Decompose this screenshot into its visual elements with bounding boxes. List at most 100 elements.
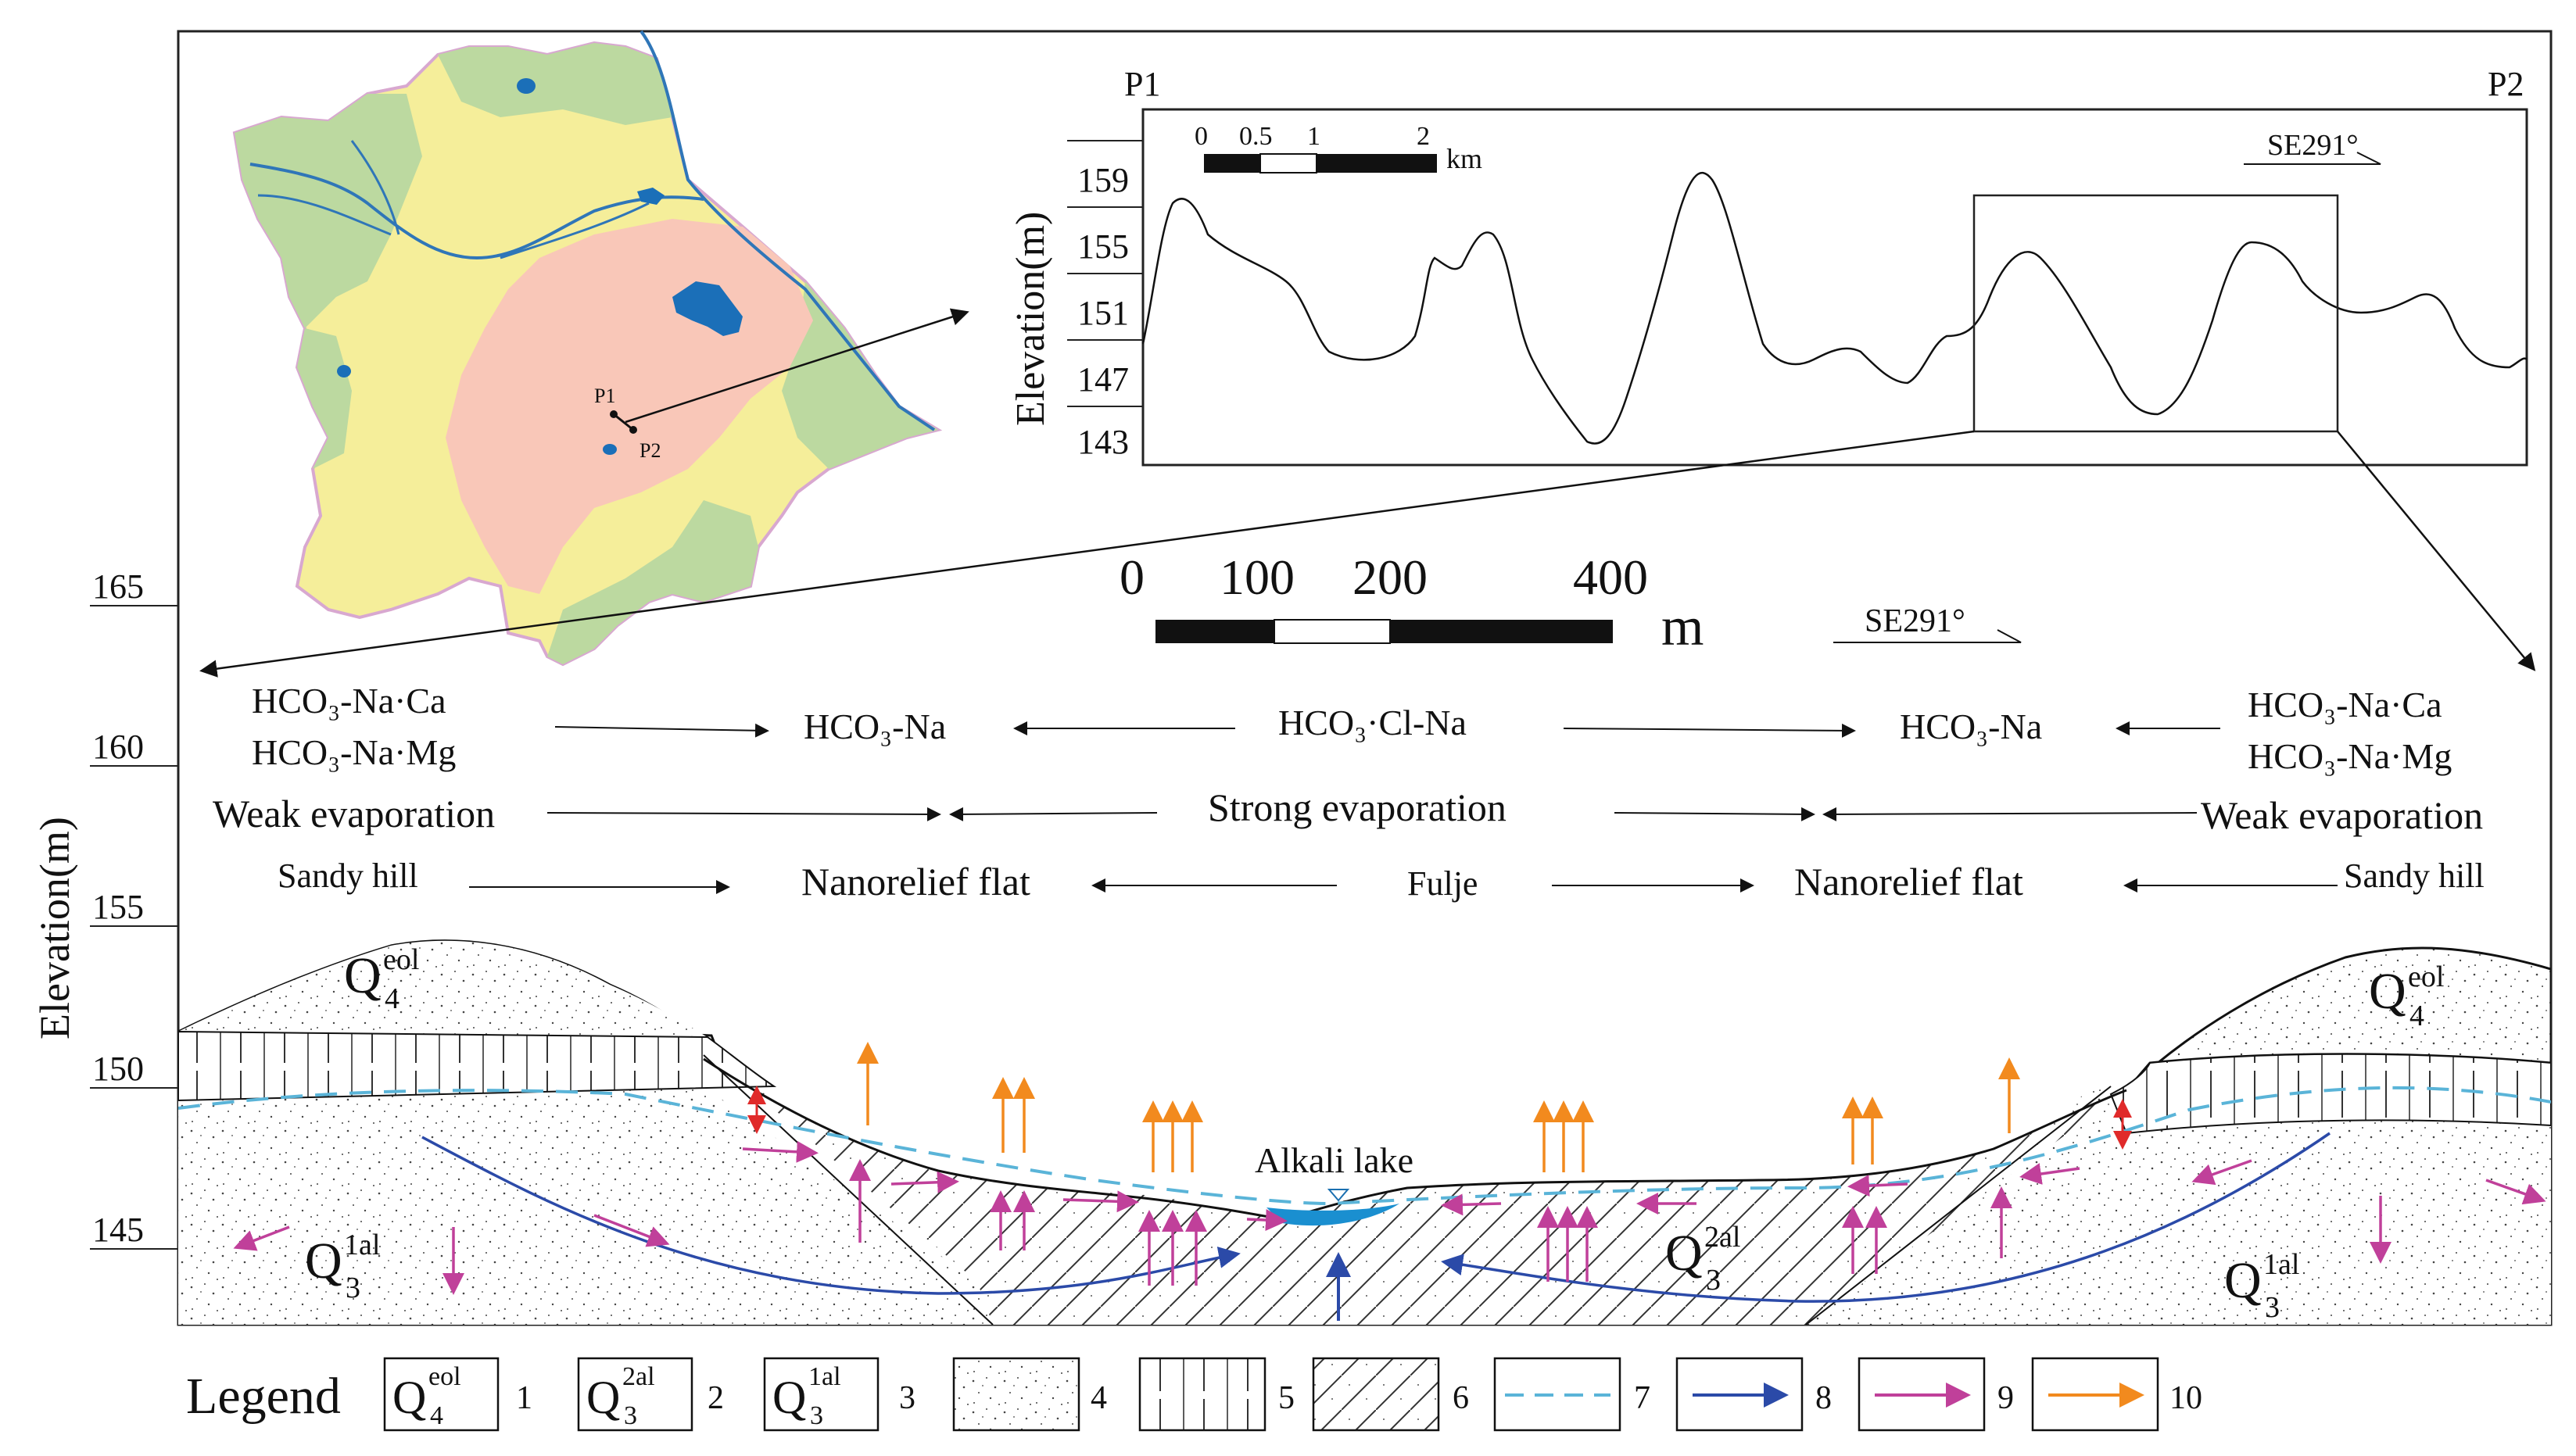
evaporation-row: Weak evaporation Strong evaporation Weak… xyxy=(213,785,2483,837)
unit-label-sub: 4 xyxy=(2409,1000,2424,1032)
legend-number-1: 1 xyxy=(516,1380,532,1416)
unit-label-q4-right: Q eol 4 xyxy=(2369,961,2444,1032)
legend-number-5: 5 xyxy=(1278,1380,1295,1416)
legend-box-3 xyxy=(763,1357,880,1432)
profile-tick-147: 147 xyxy=(1077,360,1129,399)
water-type-center-left: HCO₃-Na xyxy=(804,707,946,746)
unit-label-sup: 2al xyxy=(1704,1221,1740,1254)
landform-center: Fulje xyxy=(1407,864,1478,903)
water-type-left-2: HCO₃-Na·Mg xyxy=(252,732,456,772)
map-p2-point xyxy=(629,426,637,434)
map-lake-north xyxy=(517,78,536,94)
map-river-main xyxy=(249,163,704,260)
section-tick-165: 165 xyxy=(92,567,144,606)
local-flow-arrow xyxy=(742,1140,819,1163)
ground-surface xyxy=(703,1057,2127,1221)
section-scale-tick-400: 400 xyxy=(1573,549,1648,605)
profile-tick-151: 151 xyxy=(1077,294,1129,332)
local-flow-arrow xyxy=(2485,1179,2546,1205)
legend-number-8: 8 xyxy=(1815,1380,1832,1416)
legend-number-3: 3 xyxy=(899,1380,915,1416)
profile-scale-tick-1: 1 xyxy=(1307,122,1320,151)
cross-section xyxy=(178,939,2551,1325)
map-river-branch2 xyxy=(350,140,400,235)
evaporation-right: Weak evaporation xyxy=(2201,793,2483,837)
map-zone-green-west xyxy=(235,94,422,328)
unit-q4-eol-left-fill xyxy=(178,940,708,1037)
unit-label-sub: 3 xyxy=(1706,1264,1721,1297)
section-tick-155: 155 xyxy=(92,888,144,926)
regional-flow-left xyxy=(421,1136,1241,1295)
landform-center-right: Nanorelief flat xyxy=(1794,860,2023,903)
zoom-connector-right xyxy=(2337,431,2536,671)
legend-box-6 xyxy=(1312,1357,1440,1432)
map-lake-east xyxy=(637,188,665,205)
legend-number-6: 6 xyxy=(1453,1380,1469,1416)
section-direction-label: SE291° xyxy=(1865,603,1965,639)
unit-label-main: Q xyxy=(2224,1252,2262,1309)
landform-left: Sandy hill xyxy=(278,857,418,895)
profile-start-label: P1 xyxy=(1124,65,1160,103)
map-lake-central xyxy=(672,281,743,336)
legend-box-2-sup: 2al xyxy=(622,1362,655,1391)
unit-q3-2al xyxy=(719,1063,2126,1325)
map-river-branch1 xyxy=(257,194,392,236)
profile-tick-159: 159 xyxy=(1077,161,1129,199)
map-zone-green-south xyxy=(547,500,758,664)
legend-number-4: 4 xyxy=(1091,1380,1107,1416)
unit-vline-left xyxy=(178,1030,777,1102)
map-zone-green-sw xyxy=(297,328,352,469)
profile-scale-unit: km xyxy=(1446,143,1482,174)
local-flow-arrow xyxy=(2191,1159,2252,1186)
legend-box-2-sub: 3 xyxy=(624,1401,637,1430)
legend-box-3-sub: 3 xyxy=(810,1401,823,1430)
unit-label-main: Q xyxy=(305,1232,342,1290)
profile-scale-tick-0: 0 xyxy=(1195,122,1208,151)
map-lake-west xyxy=(337,365,351,377)
profile-scale-tick-2: 2 xyxy=(1417,122,1430,151)
unit-label-main: Q xyxy=(2369,963,2406,1020)
profile-scale-seg3 xyxy=(1317,154,1437,173)
legend-box-3-main: Q xyxy=(772,1372,806,1423)
section-tick-160: 160 xyxy=(92,728,144,766)
landform-row: Sandy hill Nanorelief flat Fulje Nanorel… xyxy=(278,857,2485,903)
legend-title: Legend xyxy=(186,1368,341,1425)
section-scale-tick-0: 0 xyxy=(1120,549,1145,605)
map-river-branch3 xyxy=(500,202,650,259)
map-lake-small xyxy=(603,444,617,455)
profile-direction-marker xyxy=(2244,152,2381,165)
map-p1-point xyxy=(610,410,618,418)
map-zone-green-east xyxy=(782,281,938,469)
unit-label-q3-2al: Q 2al 3 xyxy=(1665,1221,1740,1297)
profile-scale-tick-05: 0.5 xyxy=(1239,122,1273,151)
legend-number-2: 2 xyxy=(708,1380,724,1416)
elevation-profile: P1 P2 Elevation(m) 159 155 151 147 143 0… xyxy=(1009,65,2528,467)
evaporation-left: Weak evaporation xyxy=(213,792,495,835)
unit-label-q3-1al-left: Q 1al 3 xyxy=(305,1229,380,1304)
profile-tick-143: 143 xyxy=(1077,423,1129,461)
evap-arrow-4 xyxy=(1822,807,2198,821)
local-flow-arrow xyxy=(1246,1209,1288,1232)
unit-label-main: Q xyxy=(1665,1225,1703,1282)
water-arrow-3 xyxy=(1563,723,1856,738)
section-scale-seg1 xyxy=(1155,620,1274,643)
water-type-left-1: HCO₃-Na·Ca xyxy=(252,681,446,721)
unit-label-sup: eol xyxy=(383,943,419,976)
legend-box-2 xyxy=(577,1357,693,1432)
unit-label-q4-left: Q eol 4 xyxy=(344,943,419,1015)
map-profile-line xyxy=(613,413,634,431)
section-scale-seg3 xyxy=(1390,620,1613,643)
section-y-axis: Elevation(m) 165 160 155 150 145 xyxy=(31,567,178,1250)
alkali-lake xyxy=(1267,1204,1399,1226)
evap-arrow-3 xyxy=(1614,807,1815,821)
unit-label-sub: 3 xyxy=(2265,1291,2280,1324)
map-to-profile-arrow xyxy=(625,308,969,424)
section-scale-tick-200: 200 xyxy=(1352,549,1428,605)
section-tick-145: 145 xyxy=(92,1211,144,1249)
unit-q3-1al xyxy=(178,1075,2551,1325)
legend-box-1-sup: eol xyxy=(428,1362,461,1391)
section-direction-marker xyxy=(1833,629,2022,643)
profile-scale-seg2 xyxy=(1259,153,1317,174)
local-flow-arrows xyxy=(233,1140,2546,1295)
water-type-center: HCO₃·Cl-Na xyxy=(1278,703,1467,742)
